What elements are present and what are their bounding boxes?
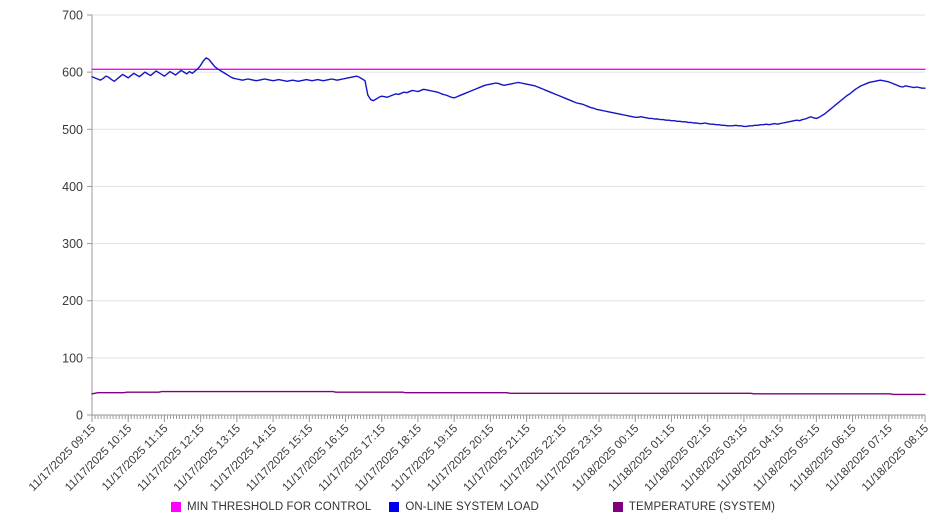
svg-text:300: 300 [62,237,83,251]
svg-text:11/17/2025 22:15: 11/17/2025 22:15 [498,423,569,494]
svg-text:11/18/2025 07:15: 11/18/2025 07:15 [824,423,895,494]
svg-text:11/18/2025 01:15: 11/18/2025 01:15 [606,423,677,494]
legend-swatch-online-system-load [389,502,400,512]
svg-text:11/17/2025 15:15: 11/17/2025 15:15 [244,423,315,494]
svg-text:400: 400 [62,180,83,194]
legend-item-temperature-system[interactable]: TEMPERATURE (SYSTEM) [612,501,776,513]
chart-legend: MIN THRESHOLD FOR CONTROL ON-LINE SYSTEM… [0,496,946,518]
x-axis [91,414,926,422]
y-tick-labels: 0 100 200 300 400 500 600 700 [62,9,83,423]
svg-text:11/18/2025 08:15: 11/18/2025 08:15 [860,423,931,494]
svg-text:11/18/2025 04:15: 11/18/2025 04:15 [715,423,786,494]
svg-text:11/17/2025 13:15: 11/17/2025 13:15 [172,423,243,494]
svg-text:100: 100 [62,351,83,365]
svg-text:11/18/2025 02:15: 11/18/2025 02:15 [643,423,714,494]
legend-label-online-system-load: ON-LINE SYSTEM LOAD [405,501,539,513]
svg-text:11/17/2025 20:15: 11/17/2025 20:15 [425,423,496,494]
legend-swatch-temperature-system [612,502,623,512]
svg-text:11/17/2025 17:15: 11/17/2025 17:15 [317,423,388,494]
svg-text:11/18/2025 00:15: 11/18/2025 00:15 [570,423,641,494]
svg-text:700: 700 [62,9,83,23]
y-axis [87,14,93,416]
svg-text:11/18/2025 05:15: 11/18/2025 05:15 [751,423,822,494]
legend-item-min-threshold[interactable]: MIN THRESHOLD FOR CONTROL [170,501,372,513]
grid-lines [92,14,925,416]
svg-text:11/17/2025 14:15: 11/17/2025 14:15 [208,423,279,494]
svg-text:11/17/2025 11:15: 11/17/2025 11:15 [100,423,171,494]
svg-text:11/17/2025 21:15: 11/17/2025 21:15 [462,423,533,494]
svg-text:500: 500 [62,123,83,137]
series-lines [91,57,926,396]
svg-text:11/17/2025 12:15: 11/17/2025 12:15 [136,423,207,494]
svg-text:11/18/2025 06:15: 11/18/2025 06:15 [787,423,858,494]
svg-text:600: 600 [62,66,83,80]
svg-text:11/17/2025 18:15: 11/17/2025 18:15 [353,423,424,494]
legend-label-temperature-system: TEMPERATURE (SYSTEM) [628,501,776,513]
svg-text:11/18/2025 03:15: 11/18/2025 03:15 [679,423,750,494]
svg-text:11/17/2025 16:15: 11/17/2025 16:15 [280,423,351,494]
legend-swatch-min-threshold [170,502,181,512]
svg-text:11/17/2025 09:15: 11/17/2025 09:15 [27,423,98,494]
legend-item-online-system-load[interactable]: ON-LINE SYSTEM LOAD [389,501,539,513]
svg-text:11/17/2025 23:15: 11/17/2025 23:15 [534,423,605,494]
svg-text:200: 200 [62,294,83,308]
legend-label-min-threshold: MIN THRESHOLD FOR CONTROL [186,501,372,513]
svg-text:11/17/2025 19:15: 11/17/2025 19:15 [389,423,460,494]
svg-text:0: 0 [76,409,83,423]
svg-text:11/17/2025 10:15: 11/17/2025 10:15 [63,423,134,494]
